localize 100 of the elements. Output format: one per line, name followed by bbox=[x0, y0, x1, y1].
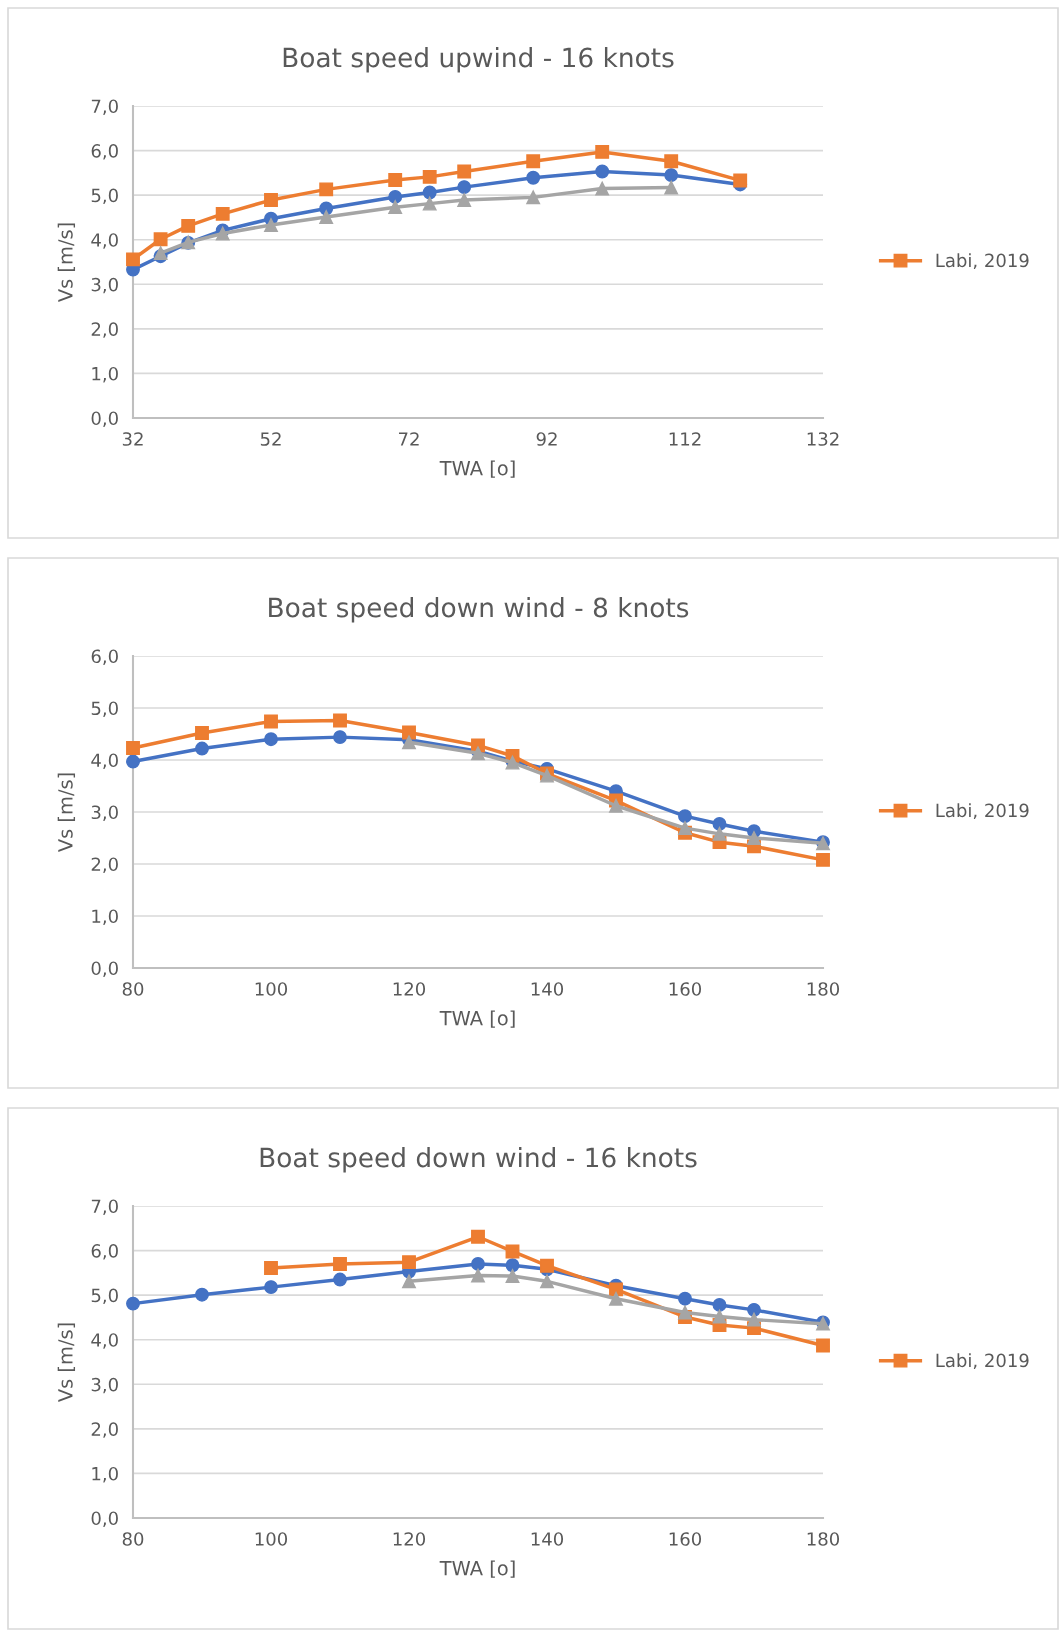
x-tick-label: 120 bbox=[393, 982, 426, 996]
point bbox=[526, 190, 541, 205]
point bbox=[664, 180, 679, 195]
y-tick-label: 1,0 bbox=[92, 1466, 118, 1483]
y-tick-label: 7,0 bbox=[91, 1199, 118, 1215]
point bbox=[126, 252, 140, 267]
y-axis-title: Vs [m/s] bbox=[57, 1323, 76, 1403]
y-axis-title: Vs [m/s] bbox=[57, 223, 76, 303]
point bbox=[664, 168, 679, 183]
point bbox=[333, 713, 347, 728]
point bbox=[319, 182, 334, 197]
point bbox=[181, 218, 196, 233]
x-tick-label: 100 bbox=[255, 982, 288, 996]
point bbox=[712, 826, 727, 841]
point bbox=[747, 831, 761, 845]
point bbox=[747, 1312, 761, 1327]
x-tick-label: 160 bbox=[669, 1532, 702, 1546]
x-axis-title: TWA [o] bbox=[439, 1010, 515, 1028]
point bbox=[264, 218, 278, 232]
x-tick-label: 72 bbox=[398, 432, 419, 446]
y-tick-label: 4,0 bbox=[91, 753, 118, 769]
point bbox=[264, 1261, 278, 1275]
point bbox=[153, 232, 168, 247]
point bbox=[319, 210, 334, 224]
y-tick-label: 5,0 bbox=[91, 701, 118, 717]
x-tick-label: 140 bbox=[531, 1532, 564, 1546]
point bbox=[664, 154, 679, 169]
point bbox=[422, 185, 437, 200]
point bbox=[540, 1258, 554, 1273]
chart-title: Boat speed down wind - 16 knots bbox=[260, 1147, 697, 1173]
y-tick-label: 2,0 bbox=[91, 857, 118, 873]
x-tick-label: 120 bbox=[393, 1532, 426, 1546]
point bbox=[264, 193, 278, 207]
y-tick-label: 3,0 bbox=[91, 1377, 118, 1394]
point bbox=[595, 181, 610, 196]
point bbox=[505, 1269, 520, 1283]
point bbox=[471, 1268, 485, 1283]
y-tick-label: 7,0 bbox=[91, 99, 118, 115]
x-tick-label: 32 bbox=[122, 432, 143, 446]
point bbox=[609, 798, 623, 813]
y-tick-label: 3,0 bbox=[91, 277, 118, 294]
x-axis-title: TWA [o] bbox=[439, 1560, 515, 1578]
point bbox=[422, 169, 437, 184]
point bbox=[402, 1255, 416, 1270]
y-tick-label: 0,0 bbox=[91, 961, 118, 977]
point bbox=[195, 741, 209, 756]
y-tick-label: 1,0 bbox=[92, 366, 118, 383]
x-tick-label: 92 bbox=[536, 432, 557, 446]
point bbox=[333, 1256, 347, 1271]
y-tick-label: 3,0 bbox=[91, 805, 118, 821]
y-tick-label: 4,0 bbox=[91, 1333, 118, 1349]
x-tick-label: 52 bbox=[260, 432, 281, 446]
point bbox=[126, 754, 140, 769]
point bbox=[195, 1287, 209, 1302]
point bbox=[126, 741, 140, 755]
y-tick-label: 4,0 bbox=[91, 233, 118, 249]
y-tick-label: 5,0 bbox=[91, 188, 118, 205]
legend-label: Labi, 2019 bbox=[936, 1353, 1029, 1370]
y-tick-label: 6,0 bbox=[91, 1244, 118, 1260]
point bbox=[457, 180, 472, 195]
point bbox=[816, 852, 830, 867]
y-tick-label: 6,0 bbox=[91, 144, 118, 160]
x-tick-label: 100 bbox=[255, 1532, 288, 1546]
chart-title: Boat speed upwind - 16 knots bbox=[283, 47, 674, 73]
point bbox=[126, 1296, 140, 1311]
y-tick-label: 5,0 bbox=[91, 1288, 118, 1305]
point bbox=[471, 1229, 485, 1244]
point bbox=[422, 196, 437, 211]
point bbox=[678, 1291, 692, 1306]
point bbox=[595, 144, 610, 159]
x-axis-title: TWA [o] bbox=[439, 460, 515, 478]
point bbox=[471, 1256, 485, 1271]
point bbox=[712, 1298, 727, 1312]
y-axis-title: Vs [m/s] bbox=[57, 773, 76, 853]
chart-title: Boat speed down wind - 8 knots bbox=[269, 597, 689, 623]
x-tick-label: 180 bbox=[807, 982, 840, 996]
x-tick-label: 80 bbox=[122, 1532, 144, 1546]
point bbox=[540, 1274, 554, 1289]
point bbox=[609, 1282, 623, 1297]
y-tick-label: 1,0 bbox=[92, 909, 118, 925]
point bbox=[609, 1291, 623, 1306]
y-tick-label: 0,0 bbox=[91, 411, 118, 427]
point bbox=[333, 730, 347, 745]
point bbox=[333, 1272, 347, 1287]
y-tick-label: 0,0 bbox=[91, 1511, 118, 1527]
point bbox=[505, 1258, 520, 1273]
y-tick-label: 2,0 bbox=[91, 322, 118, 338]
point bbox=[388, 173, 403, 187]
point bbox=[678, 821, 692, 836]
point bbox=[264, 714, 278, 729]
point bbox=[388, 189, 403, 204]
point bbox=[457, 164, 472, 179]
point bbox=[457, 193, 472, 207]
point bbox=[195, 726, 209, 740]
legend-label: Labi, 2019 bbox=[936, 253, 1029, 270]
point bbox=[712, 817, 727, 831]
x-tick-label: 180 bbox=[807, 1532, 840, 1546]
legend-label: Labi, 2019 bbox=[936, 803, 1029, 820]
point bbox=[816, 1338, 830, 1353]
point bbox=[402, 725, 416, 740]
